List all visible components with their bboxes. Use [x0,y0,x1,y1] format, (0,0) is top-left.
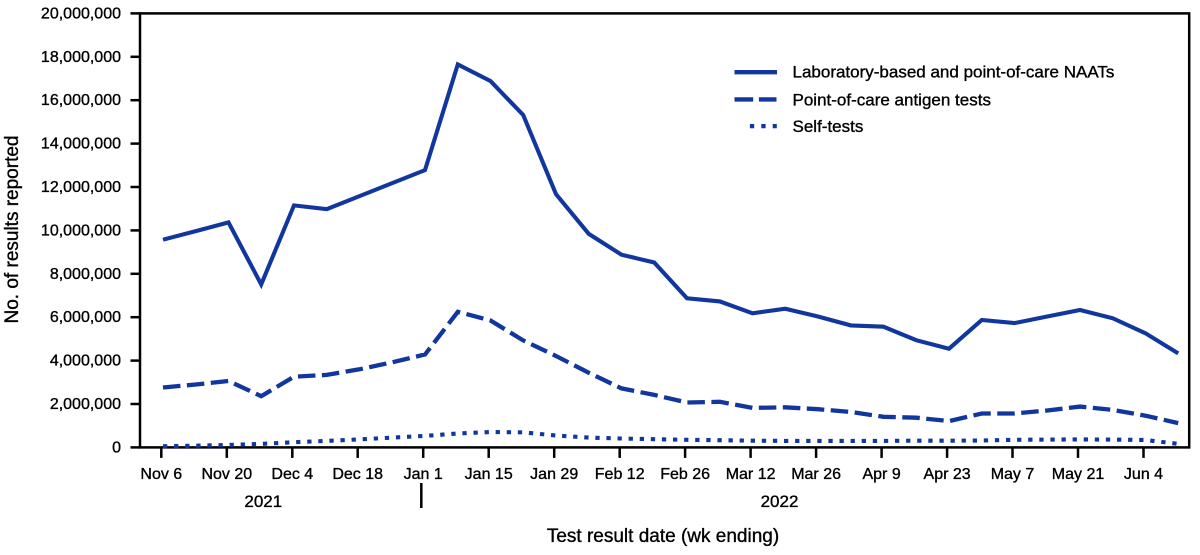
svg-text:2021: 2021 [244,492,282,511]
svg-text:May 7: May 7 [991,466,1035,483]
svg-text:20,000,000: 20,000,000 [41,5,121,22]
svg-text:4,000,000: 4,000,000 [50,353,121,370]
svg-text:10,000,000: 10,000,000 [41,222,121,239]
svg-text:0: 0 [112,439,121,456]
svg-text:Feb 12: Feb 12 [595,466,645,483]
svg-text:Dec 4: Dec 4 [271,466,313,483]
svg-text:Test result date (wk ending): Test result date (wk ending) [547,526,779,547]
svg-text:Mar 26: Mar 26 [791,466,841,483]
svg-text:Nov 20: Nov 20 [201,466,252,483]
svg-text:Jan 1: Jan 1 [404,466,443,483]
svg-text:12,000,000: 12,000,000 [41,179,121,196]
svg-text:No. of results reported: No. of results reported [2,136,23,324]
svg-text:Point-of-care antigen tests: Point-of-care antigen tests [793,90,991,109]
svg-text:Jun 4: Jun 4 [1124,466,1163,483]
svg-text:6,000,000: 6,000,000 [50,309,121,326]
svg-text:Apr 9: Apr 9 [862,466,900,483]
svg-text:Mar 12: Mar 12 [726,466,776,483]
svg-text:Dec 18: Dec 18 [332,466,383,483]
svg-text:8,000,000: 8,000,000 [50,266,121,283]
svg-text:18,000,000: 18,000,000 [41,49,121,66]
svg-text:Feb 26: Feb 26 [660,466,710,483]
svg-text:2,000,000: 2,000,000 [50,396,121,413]
svg-text:14,000,000: 14,000,000 [41,136,121,153]
svg-text:Apr 23: Apr 23 [924,466,971,483]
svg-text:Nov 6: Nov 6 [140,466,182,483]
svg-text:May 21: May 21 [1052,466,1105,483]
svg-text:Jan 29: Jan 29 [530,466,578,483]
svg-text:Jan 15: Jan 15 [465,466,513,483]
svg-text:2022: 2022 [761,492,799,511]
svg-text:16,000,000: 16,000,000 [41,92,121,109]
svg-text:Laboratory-based and point-of-: Laboratory-based and point-of-care NAATs [793,63,1115,82]
svg-text:Self-tests: Self-tests [793,117,864,136]
